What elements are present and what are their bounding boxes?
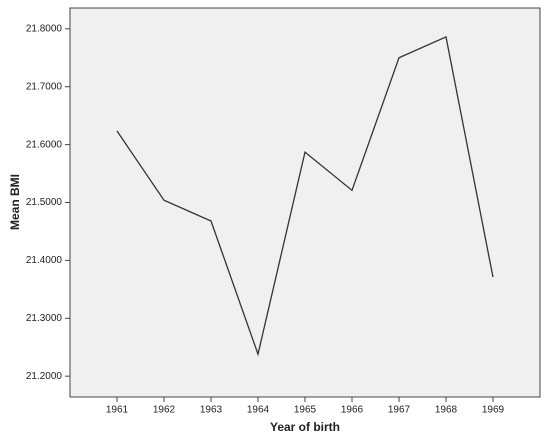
x-tick-label: 1961 (106, 405, 129, 416)
x-tick-label: 1969 (482, 405, 505, 416)
x-tick-label: 1964 (247, 405, 270, 416)
data-line (116, 36, 494, 357)
x-tick-label: 1965 (294, 405, 317, 416)
y-tick-label: 21.5000 (26, 197, 63, 208)
x-tick-label: 1967 (388, 405, 411, 416)
y-tick-label: 21.2000 (26, 371, 63, 382)
y-tick-label: 21.3000 (26, 313, 63, 324)
x-tick-label: 1966 (341, 405, 364, 416)
y-tick-label: 21.8000 (26, 23, 63, 34)
y-tick-label: 21.4000 (26, 255, 63, 266)
x-tick-label: 1963 (200, 405, 223, 416)
plot-background (70, 8, 540, 397)
x-tick-label: 1962 (153, 405, 176, 416)
y-tick-label: 21.6000 (26, 139, 63, 150)
y-axis-title: Mean BMI (8, 174, 22, 230)
y-tick-label: 21.7000 (26, 81, 63, 92)
x-tick-label: 1968 (435, 405, 458, 416)
x-axis-title: Year of birth (270, 420, 340, 434)
